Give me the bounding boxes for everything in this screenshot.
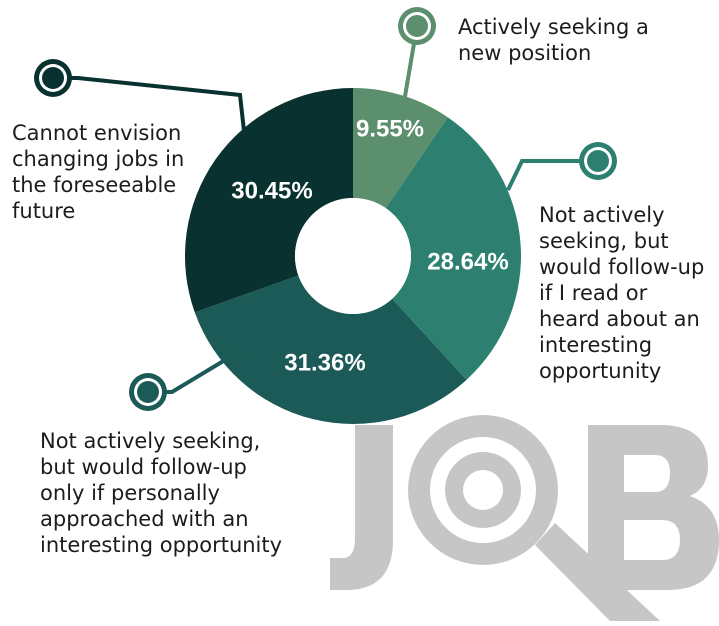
leader-line-follow-up-if-read: [506, 159, 598, 191]
donut-hole: [295, 198, 411, 314]
donut-slices: [185, 88, 521, 424]
leader-marker-dot: [406, 15, 428, 37]
label-would-follow-up-if-read: Not actively seeking, but would follow-u…: [539, 203, 705, 383]
value-labels: 9.55% 28.64% 31.36% 30.45%: [231, 115, 508, 376]
value-label-actively-seeking: 9.55%: [356, 115, 424, 142]
slice-actively-seeking: [353, 88, 448, 209]
value-label-follow-up-if-read: 28.64%: [427, 248, 508, 275]
slice-follow-up-if-read: [385, 117, 521, 380]
leader-marker-dot: [42, 67, 64, 89]
slice-follow-up-if-approached: [194, 275, 467, 424]
label-actively-seeking: Actively seeking a new position: [458, 15, 649, 65]
watermark-logo: [330, 415, 719, 621]
value-label-cannot-envision: 30.45%: [231, 177, 312, 204]
label-would-follow-up-if-approached: Not actively seeking, but would follow-u…: [40, 429, 283, 557]
leader-marker-dot: [137, 381, 159, 403]
leader-marker-dot: [587, 150, 609, 172]
value-label-follow-up-if-approached: 31.36%: [284, 349, 365, 376]
leader-lines: [34, 7, 617, 411]
label-cannot-envision: Cannot envision changing jobs in the for…: [12, 121, 185, 223]
slice-cannot-envision: [185, 88, 353, 313]
